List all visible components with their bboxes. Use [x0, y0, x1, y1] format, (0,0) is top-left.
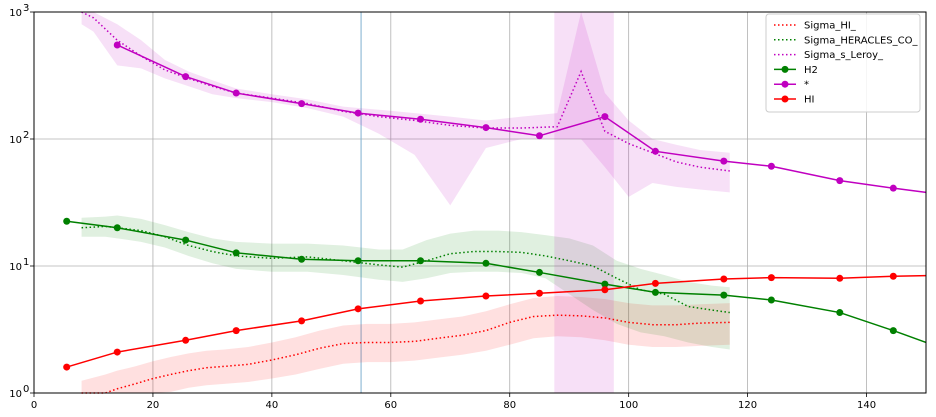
series-3-point-11 [720, 291, 728, 299]
legend-label-3: H2 [804, 65, 818, 76]
series-3-point-5 [354, 257, 362, 265]
series-4-point-12 [836, 177, 844, 185]
plot-area-frame [33, 11, 927, 394]
y-tick-exponent-2: 2 [23, 130, 29, 141]
series-3-point-8 [535, 268, 543, 276]
series-line-0 [81, 314, 730, 394]
y-tick-label-0: 10 [9, 389, 22, 400]
series-4-point-9 [651, 147, 659, 155]
series-3-point-10 [651, 288, 659, 296]
series-4-point-8 [601, 113, 609, 121]
legend-marker-3 [781, 65, 789, 73]
series-5-point-4 [298, 317, 306, 325]
series-5-point-12 [767, 274, 775, 282]
series-4-point-11 [767, 162, 775, 170]
series-4-point-13 [889, 184, 897, 192]
series-5-point-10 [651, 279, 659, 287]
series-3-point-14 [889, 327, 897, 335]
legend-marker-5 [781, 95, 789, 103]
series-3-point-4 [298, 255, 306, 263]
series-4-point-7 [535, 132, 543, 140]
series-5-point-6 [417, 297, 425, 305]
series-3-point-3 [232, 249, 240, 257]
series-lines [66, 11, 927, 394]
series-3-point-1 [113, 224, 121, 232]
series-3-point-6 [417, 257, 425, 265]
legend-label-0: Sigma_HI_ [804, 21, 857, 32]
series-3-point-7 [482, 259, 490, 267]
series-4-point-2 [232, 89, 240, 97]
x-tick-label-3: 60 [384, 400, 397, 411]
x-tick-label-6: 120 [738, 400, 757, 411]
series-5-point-9 [601, 286, 609, 294]
series-line-2 [81, 11, 730, 172]
series-5-point-11 [720, 275, 728, 283]
y-tick-exponent-1: 1 [23, 257, 29, 268]
series-3-point-0 [63, 217, 71, 225]
series-3-point-9 [601, 280, 609, 288]
x-tick-label-5: 100 [619, 400, 638, 411]
series-line-3 [66, 220, 927, 344]
x-tick-label-7: 140 [857, 400, 876, 411]
error-bands [81, 12, 730, 393]
series-markers [63, 41, 897, 371]
legend-marker-4 [781, 80, 789, 88]
series-4-point-6 [482, 124, 490, 132]
grid [34, 12, 926, 393]
series-3-point-12 [767, 296, 775, 304]
series-5-point-2 [182, 336, 190, 344]
series-5-point-14 [889, 272, 897, 280]
series-5-point-13 [836, 274, 844, 282]
series-4-point-5 [417, 115, 425, 123]
y-tick-exponent-3: 3 [23, 3, 29, 14]
legend-box [765, 13, 921, 113]
legend-label-5: HI [804, 95, 814, 106]
series-5-point-0 [63, 363, 71, 371]
y-tick-label-2: 10 [9, 135, 22, 146]
series-line-5 [66, 274, 927, 368]
series-5-point-7 [482, 292, 490, 300]
legend: Sigma_HI_ Sigma_HERACLES_CO_ Sigma_s_Leroy… [765, 13, 921, 113]
band-2 [81, 12, 730, 206]
series-4-point-0 [113, 41, 121, 49]
series-4-point-4 [354, 109, 362, 117]
series-3-point-13 [836, 309, 844, 317]
series-line-1 [81, 225, 730, 314]
legend-label-2: Sigma_s_Leroy_ [804, 50, 884, 61]
series-4-point-10 [720, 157, 728, 165]
series-4-point-3 [298, 100, 306, 108]
series-3-point-2 [182, 236, 190, 244]
x-tick-label-2: 40 [265, 400, 278, 411]
x-tick-label-4: 80 [503, 400, 516, 411]
x-tick-label-1: 20 [147, 400, 160, 411]
series-5-point-3 [232, 327, 240, 335]
series-4-point-1 [182, 73, 190, 81]
band-spike-2 [554, 12, 614, 393]
y-tick-label-1: 10 [9, 262, 22, 273]
band-1 [81, 215, 730, 350]
series-5-point-8 [535, 289, 543, 297]
x-tick-label-0: 0 [31, 400, 37, 411]
y-tick-exponent-0: 0 [23, 384, 29, 395]
y-tick-label-3: 10 [9, 8, 22, 19]
legend-label-1: Sigma_HERACLES_CO_ [804, 35, 918, 46]
band-0 [81, 296, 730, 393]
series-5-point-1 [113, 348, 121, 356]
series-5-point-5 [354, 305, 362, 313]
legend-label-4: * [804, 80, 809, 91]
